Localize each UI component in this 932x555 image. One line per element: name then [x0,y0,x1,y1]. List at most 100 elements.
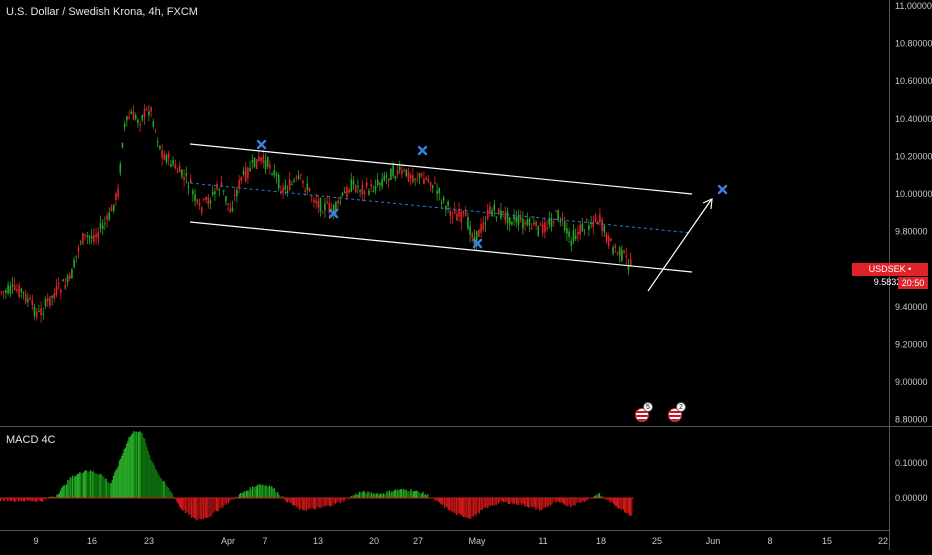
candle-body [165,155,168,163]
time-axis[interactable]: 9 16 23 Apr 7 13 20 27 May 11 18 25 Jun 8 15 22 [33,536,888,546]
candle-body [469,226,471,235]
macd-bar [139,431,141,498]
macd-bar [385,493,387,498]
macd-bar [384,493,386,498]
candle-body [286,190,289,192]
channel-lower-line[interactable] [189,221,693,273]
macd-bar [338,498,340,502]
macd-bar [222,498,224,508]
time-tick-label: 9 [33,536,38,546]
macd-bar [494,498,496,505]
candle-body [515,216,518,223]
macd-bar [506,498,508,502]
candle-body [343,191,346,194]
cross-marker-icon[interactable] [717,184,728,195]
macd-bar [92,471,94,498]
macd-bar [171,493,173,498]
candle-body [442,197,445,201]
candle-body [429,182,432,187]
macd-bar [391,491,393,498]
macd-bar [477,498,479,512]
macd-axis[interactable]: 0.10000 0.00000 [895,458,928,503]
macd-bar [182,498,184,511]
time-tick-label: 15 [822,536,832,546]
candle-body [178,165,181,173]
projection-arrow[interactable] [647,199,712,292]
macd-bar [94,473,97,498]
us-flag-event-icon[interactable]: 5 [633,402,655,422]
candle-body [273,170,276,176]
macd-bar [420,494,422,498]
us-flag-event-icon[interactable]: 2 [666,402,688,422]
macd-bar [132,433,134,498]
macd-bar [166,486,169,498]
macd-bar [230,498,232,501]
cross-marker-icon[interactable] [417,145,428,156]
cross-marker-icon[interactable] [256,139,267,150]
candle-body [295,177,298,179]
candle-body [522,218,524,229]
macd-bar [184,498,187,513]
candle-body [71,269,73,279]
price-tick-label: 10.00000 [895,189,932,199]
macd-bar [254,487,256,498]
macd-bar [130,434,133,498]
macd-bar [105,478,107,498]
macd-bar [516,498,518,505]
channel-upper-line[interactable] [189,143,693,195]
candle-body [601,219,603,231]
candle-body [390,168,392,180]
macd-bar [300,498,302,509]
macd-bar [560,498,562,503]
channel-mid-line[interactable] [189,182,693,234]
candle-body [231,208,234,211]
candle-body [577,231,579,235]
macd-bar [460,498,463,515]
macd-bar [463,498,465,518]
cross-marker-icon[interactable] [328,208,339,219]
candle-body [106,215,108,220]
candle-body [141,114,144,121]
macd-bar [615,498,617,507]
macd-bar [69,477,71,498]
candle-body [227,203,229,205]
macd-bar [268,485,271,498]
macd-bar [331,498,333,506]
candle-body [337,200,339,204]
macd-bar [505,498,507,503]
macd-bar [421,493,423,498]
candle-body [75,255,78,257]
candle-body [240,176,243,181]
macd-bar [367,491,369,498]
macd-bar [156,470,158,498]
macd-bar [308,498,310,509]
macd-bar [170,491,172,498]
candle-body [544,222,546,233]
candle-body [297,175,300,179]
macd-bar [237,496,239,498]
macd-bar [64,485,67,498]
price-tick-label: 8.80000 [895,415,928,425]
macd-bar [205,498,207,518]
macd-bar [576,498,578,503]
macd-bar [328,498,331,507]
candle-body [495,216,498,219]
macd-bar [123,449,125,498]
candle-body [537,226,540,236]
cross-marker-icon[interactable] [472,238,483,249]
price-tick-label: 10.80000 [895,39,932,49]
macd-bar [631,498,633,516]
macd-bar [165,485,167,498]
candle-body [616,252,619,254]
macd-bar [584,498,586,502]
price-axis[interactable]: 11.00000 10.80000 10.60000 10.40000 10.20000… [895,1,932,425]
macd-bar [60,490,62,498]
macd-bar [76,473,79,498]
macd-bar [392,491,394,498]
macd-bar [195,498,197,521]
macd-bar [484,498,487,509]
macd-bar [270,486,272,498]
macd-bar [277,492,279,498]
